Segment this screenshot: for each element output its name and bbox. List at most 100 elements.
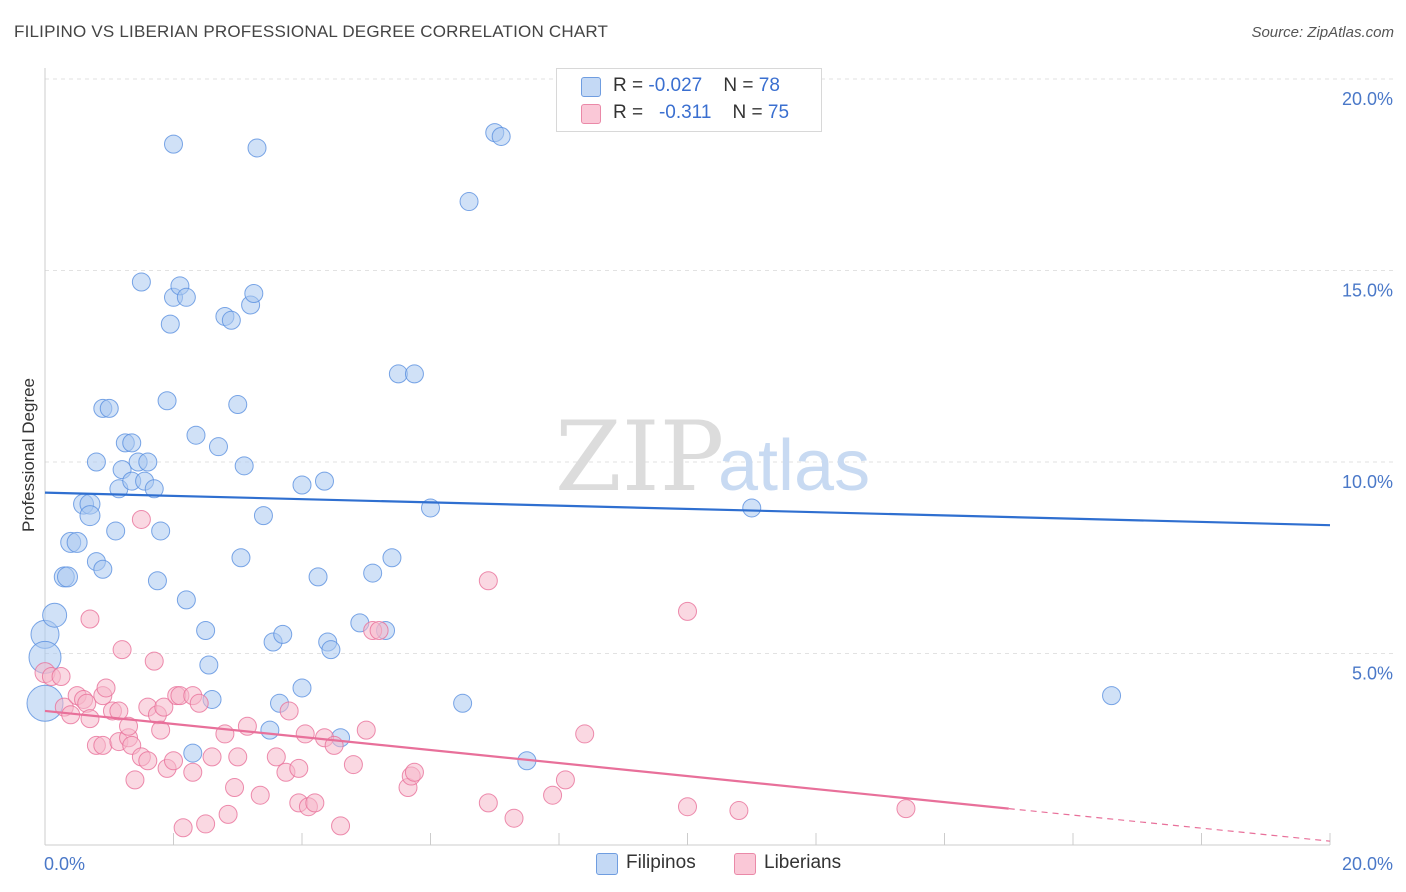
scatter-point <box>678 601 697 621</box>
legend-swatch-filipinos <box>581 77 601 97</box>
scatter-point <box>151 720 171 740</box>
scatter-point <box>321 640 341 660</box>
scatter-point <box>106 521 126 541</box>
legend-row-liberians: R = -0.311 N = 75 <box>581 102 789 126</box>
scatter-point <box>273 624 293 644</box>
trend-line <box>44 491 1331 527</box>
scatter-point <box>555 770 575 790</box>
legend-row-filipinos: R = -0.027 N = 78 <box>581 75 780 99</box>
scatter-point <box>154 697 174 717</box>
scatter-point <box>575 724 595 744</box>
scatter-point <box>478 571 498 591</box>
scatter-point <box>131 272 151 292</box>
bottom-legend-swatch-filipinos <box>596 853 618 875</box>
scatter-point <box>56 566 78 588</box>
scatter-point <box>295 724 315 744</box>
scatter-point <box>93 559 113 579</box>
scatter-point <box>42 602 68 628</box>
watermark: ZIP atlas <box>555 401 870 513</box>
grid-lines <box>45 78 1395 654</box>
scatter-point <box>151 521 171 541</box>
trend-line-extension <box>1008 808 1331 842</box>
scatter-point <box>157 391 177 411</box>
scatter-point <box>199 655 219 675</box>
scatter-point <box>86 452 106 472</box>
scatter-point <box>99 398 119 418</box>
trend-line <box>44 709 1009 810</box>
trend-lines <box>44 491 1331 842</box>
watermark-atlas: atlas <box>718 426 870 506</box>
scatter-point <box>292 678 312 698</box>
scatter-point <box>79 505 101 527</box>
scatter-point <box>77 693 97 713</box>
scatter-point <box>491 126 511 146</box>
scatter-point <box>208 437 228 457</box>
scatter-point <box>112 640 132 660</box>
scatter-point <box>382 548 402 568</box>
scatter-point <box>228 747 248 767</box>
scatter-point <box>144 651 164 671</box>
legend-text-liberians: R = -0.311 N = 75 <box>613 102 790 123</box>
scatter-point <box>176 590 196 610</box>
series-filipinos <box>26 123 1122 771</box>
scatter-point <box>404 364 424 384</box>
scatter-point <box>138 452 158 472</box>
scatter-point <box>218 804 238 824</box>
scatter-point <box>314 471 334 491</box>
scatter-point <box>183 743 203 763</box>
scatter-point <box>253 506 273 526</box>
scatter-point <box>147 571 167 591</box>
scatter-point <box>292 475 312 495</box>
chart-source: Source: ZipAtlas.com <box>1251 24 1394 41</box>
legend-swatch-liberians <box>581 104 601 124</box>
scatter-point <box>250 785 270 805</box>
scatter-point <box>478 793 498 813</box>
chart-title: FILIPINO VS LIBERIAN PROFESSIONAL DEGREE… <box>14 22 609 41</box>
scatter-point <box>305 793 325 813</box>
scatter-point <box>131 509 151 529</box>
scatter-point <box>173 818 193 838</box>
scatter-point <box>404 762 424 782</box>
scatter-point <box>228 395 248 415</box>
scatter-point <box>176 287 196 307</box>
bottom-legend-swatch-liberians <box>734 853 756 875</box>
scatter-point <box>186 425 206 445</box>
scatter-point <box>231 548 251 568</box>
scatter-point <box>1102 686 1122 706</box>
scatter-point <box>225 778 245 798</box>
scatter-point <box>164 751 183 771</box>
y-tick-label: 5.0% <box>1352 664 1393 684</box>
scatter-point <box>202 747 222 767</box>
scatter-point <box>459 192 479 212</box>
x-tick-label: 20.0% <box>1342 854 1393 874</box>
y-axis-label: Professional Degree <box>19 378 38 532</box>
scatter-point <box>144 479 164 499</box>
scatter-point <box>119 716 139 736</box>
scatter-point <box>189 693 209 713</box>
bottom-legend-label-liberians: Liberians <box>764 852 842 873</box>
scatter-point <box>343 755 363 775</box>
scatter-point <box>260 720 280 740</box>
scatter-point <box>308 567 328 587</box>
scatter-point <box>742 498 762 518</box>
scatter-point <box>93 735 113 755</box>
scatter-point <box>51 666 71 686</box>
scatter-point <box>80 609 100 629</box>
y-tick-label: 15.0% <box>1342 281 1393 301</box>
scatter-point <box>388 364 408 384</box>
scatter-point <box>363 563 383 583</box>
scatter-point <box>331 816 351 836</box>
scatter-point <box>279 701 299 721</box>
scatter-point <box>289 758 309 778</box>
scatter-point <box>896 799 916 819</box>
scatter-point <box>543 785 563 805</box>
scatter-point <box>266 747 286 767</box>
scatter-point <box>504 808 524 828</box>
bottom-legend-label-filipinos: Filipinos <box>626 852 696 873</box>
scatter-point <box>183 762 203 782</box>
scatter-point <box>678 797 697 817</box>
scatter-point <box>221 310 241 330</box>
scatter-point <box>729 801 749 821</box>
scatter-point <box>196 621 216 641</box>
